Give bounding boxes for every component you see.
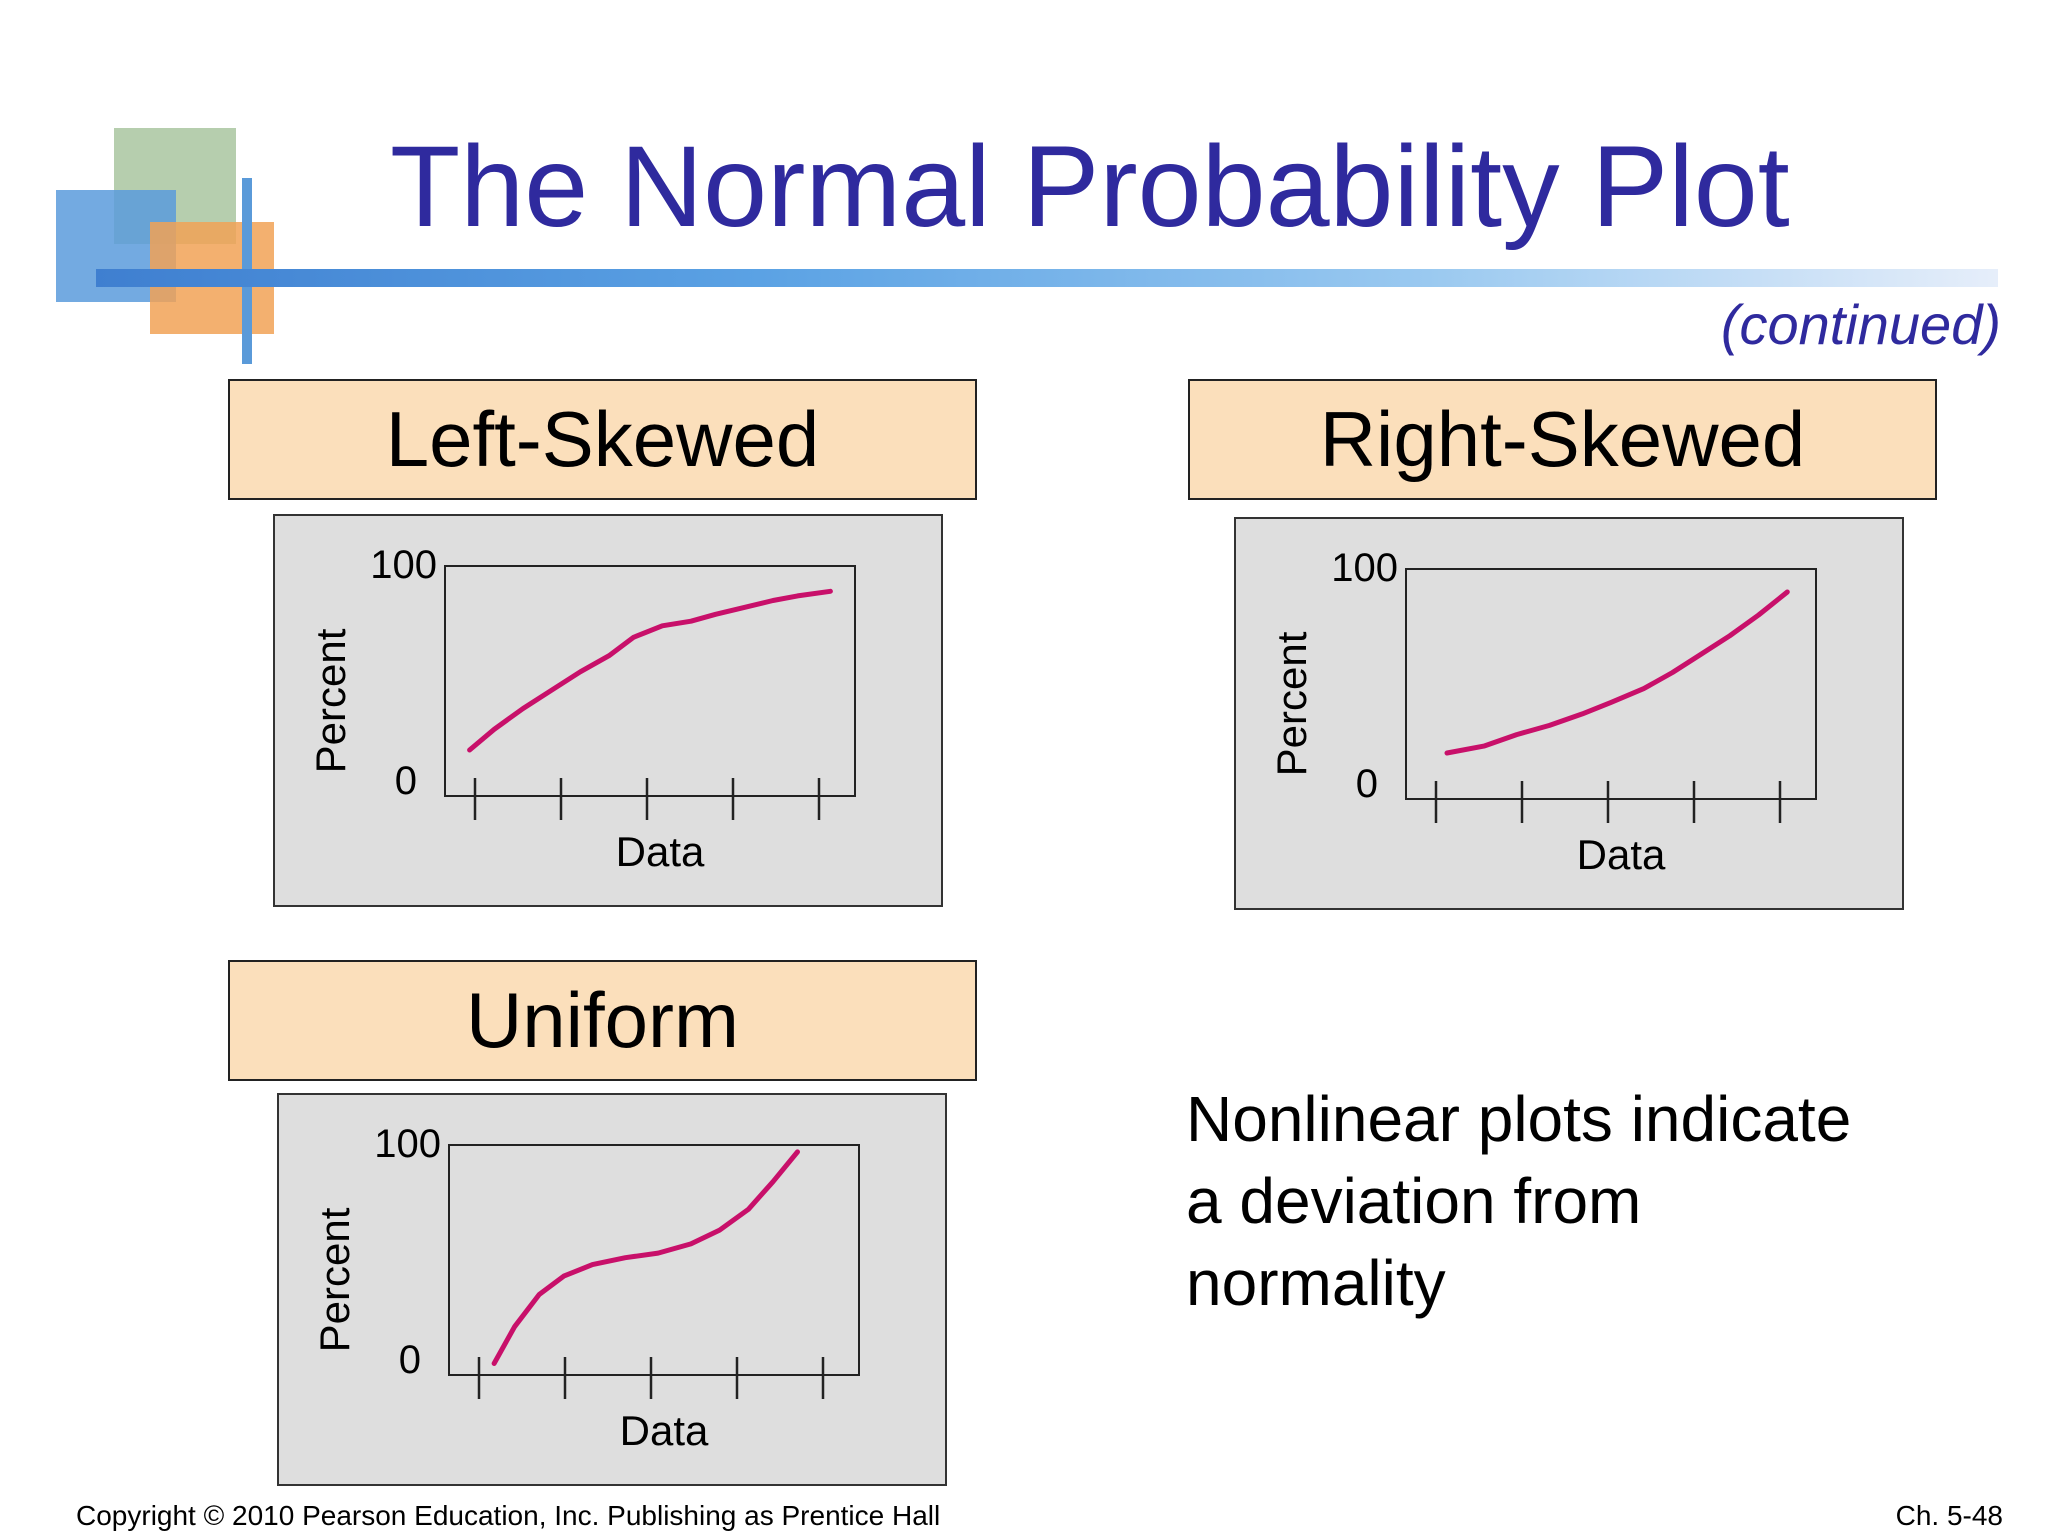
probability-curve: [1444, 589, 1790, 756]
probability-curve: [467, 588, 833, 753]
probability-curve: [491, 1149, 800, 1366]
y-tick-label-min: 0: [399, 1338, 421, 1382]
y-tick-label-max: 100: [374, 1122, 441, 1166]
continued-label: (continued): [1720, 293, 2001, 356]
panel-title-uniform: Uniform: [228, 960, 977, 1081]
y-tick-label-max: 100: [370, 543, 437, 587]
chart-right-skewed-svg: 100 0 Data Percent: [1268, 546, 1817, 878]
x-axis-label: Data: [1577, 831, 1666, 878]
title-underline-bar: [96, 269, 1998, 287]
chart-uniform: 100 0 Data Percent: [277, 1093, 947, 1486]
caption-text: Nonlinear plots indicate a deviation fro…: [1186, 1083, 1852, 1319]
chart-left-skewed-svg: 100 0 Data Percent: [307, 543, 856, 875]
panel-title-left-skewed: Left-Skewed: [228, 379, 977, 500]
y-tick-label-max: 100: [1331, 546, 1398, 590]
chart-uniform-svg: 100 0 Data Percent: [311, 1122, 860, 1454]
plot-frame: [1405, 568, 1817, 800]
y-tick-label-min: 0: [395, 759, 417, 803]
copyright-footer: Copyright © 2010 Pearson Education, Inc.…: [76, 1500, 941, 1531]
chart-right-skewed: 100 0 Data Percent: [1234, 517, 1904, 910]
plot-frame: [448, 1144, 860, 1376]
slide-title: The Normal Probability Plot: [390, 123, 1790, 251]
y-axis-label: Percent: [307, 628, 354, 773]
y-axis-label: Percent: [311, 1207, 358, 1352]
y-axis-label: Percent: [1268, 631, 1315, 776]
x-axis-label: Data: [620, 1407, 709, 1454]
plot-frame: [444, 565, 856, 797]
panel-title-right-skewed: Right-Skewed: [1188, 379, 1937, 500]
x-axis-label: Data: [616, 828, 705, 875]
slide-number: Ch. 5-48: [1895, 1500, 2003, 1531]
chart-left-skewed: 100 0 Data Percent: [273, 514, 943, 907]
y-tick-label-min: 0: [1356, 762, 1378, 806]
